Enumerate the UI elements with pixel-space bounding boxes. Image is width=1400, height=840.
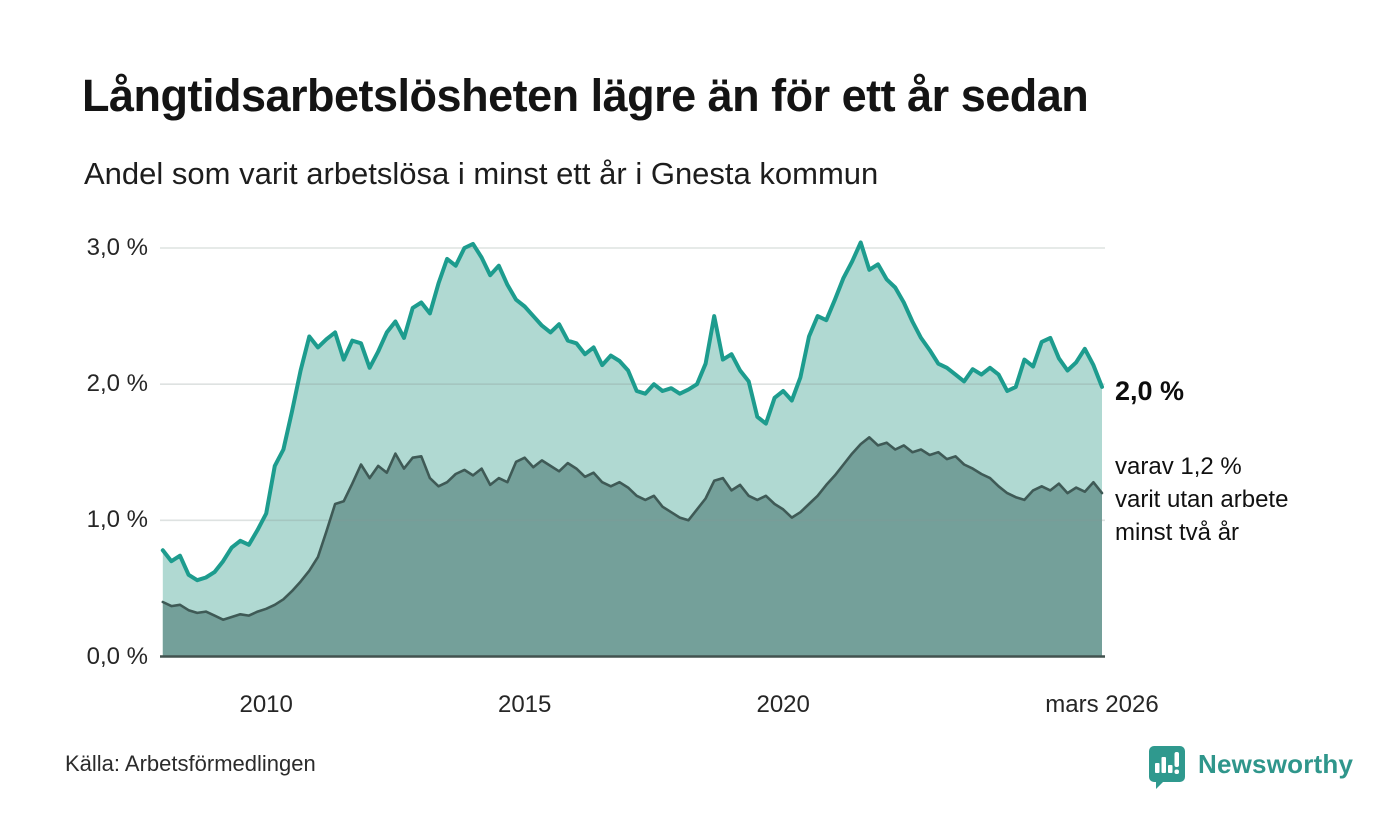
x-axis-tick-label: mars 2026 (1045, 691, 1159, 718)
x-axis-tick-label: 2020 (756, 691, 810, 718)
y-axis-tick-label: 3,0 % (86, 233, 148, 261)
chart-subtitle: Andel som varit arbetslösa i minst ett å… (84, 156, 879, 191)
x-axis-tick-label: 2010 (239, 691, 293, 718)
end-value-label: 2,0 % (1115, 376, 1185, 406)
page-title: Långtidsarbetslösheten lägre än för ett … (82, 70, 1089, 121)
y-axis-tick-label: 2,0 % (86, 370, 148, 398)
x-axis-tick-label: 2015 (497, 691, 552, 718)
y-axis-tick-label: 1,0 % (86, 506, 148, 534)
brand-logo: Newsworthy (1146, 743, 1353, 789)
newsworthy-icon (1149, 746, 1185, 789)
annotation-line: varav 1,2 % (1115, 453, 1242, 480)
secondary-series-annotation: varav 1,2 % varit utan arbete minst två … (1115, 450, 1288, 549)
annotation-line: varit utan arbete (1115, 486, 1289, 513)
area-chart (160, 240, 1105, 658)
source-attribution: Källa: Arbetsförmedlingen (65, 751, 316, 776)
y-axis-tick-label: 0,0 % (86, 642, 148, 670)
brand-name: Newsworthy (1198, 749, 1354, 779)
annotation-line: minst två år (1115, 519, 1240, 546)
